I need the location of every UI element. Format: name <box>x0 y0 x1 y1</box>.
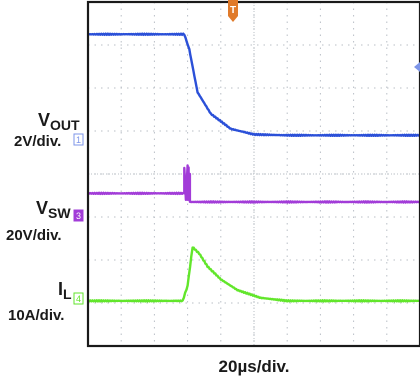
series-label-vout: VOUT 2V/div. 1 <box>14 110 84 150</box>
channel-3-box <box>73 209 84 222</box>
vout-subscript: OUT <box>50 117 80 133</box>
series-label-il: IL 10A/div. 4 <box>8 279 84 324</box>
trace-vout <box>87 32 420 138</box>
channel-1-box <box>73 133 84 146</box>
trigger-marker: T <box>228 0 238 22</box>
vsw-name: V <box>36 198 48 218</box>
trigger-label: T <box>230 5 236 16</box>
offset-marker-icon <box>414 62 420 72</box>
channel-4-label: 4 <box>76 294 81 304</box>
trace-vsw <box>87 164 420 204</box>
vsw-subscript: SW <box>48 205 71 221</box>
svg-text:VOUT: VOUT <box>38 110 80 133</box>
il-name: I <box>58 279 63 299</box>
plot-frame <box>86 0 420 348</box>
trace-il <box>87 246 420 303</box>
il-scale: 10A/div. <box>8 307 64 324</box>
il-subscript: L <box>63 286 72 302</box>
scope-traces <box>87 32 420 303</box>
vout-name: V <box>38 110 50 130</box>
vout-scale: 2V/div. <box>14 133 61 150</box>
svg-text:IL: IL <box>58 279 72 302</box>
channel-4-box <box>73 292 84 305</box>
channel-3-label: 3 <box>76 211 81 221</box>
series-label-vsw: VSW 20V/div. 3 <box>6 198 84 244</box>
vsw-scale: 20V/div. <box>6 227 62 244</box>
svg-text:VSW: VSW <box>36 198 71 221</box>
trigger-arrow-icon <box>228 0 238 22</box>
channel-1-label: 1 <box>76 135 81 145</box>
x-axis-label: 20µs/div. <box>219 357 290 376</box>
